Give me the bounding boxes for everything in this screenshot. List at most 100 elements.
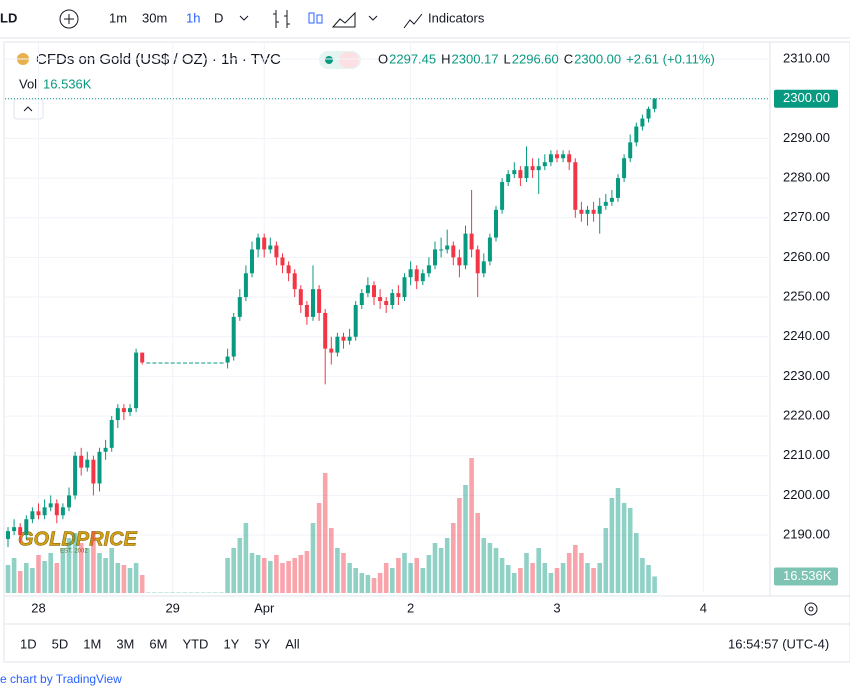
candle-body — [103, 447, 108, 452]
ohlc-prefix: L — [504, 51, 511, 66]
candle-body — [426, 265, 431, 274]
volume-bar — [72, 533, 78, 593]
volume-bar — [487, 543, 493, 593]
interval[interactable]: D — [214, 10, 223, 25]
volume-bar — [310, 523, 316, 593]
range-button[interactable]: 1D — [20, 636, 37, 651]
range-button[interactable]: 5Y — [254, 636, 270, 651]
range-button[interactable]: YTD — [182, 636, 208, 651]
candle-body — [195, 362, 200, 364]
volume-bar — [402, 553, 407, 593]
candle-body — [268, 245, 273, 250]
volume-bar — [646, 565, 651, 593]
candle-body — [652, 98, 657, 109]
candle-body — [201, 362, 206, 364]
symbol[interactable]: LD — [0, 10, 17, 25]
footer-link[interactable]: e chart by TradingView — [0, 672, 122, 686]
volume-bar — [390, 568, 395, 593]
volume-bar — [207, 592, 212, 593]
y-tick-label: 2310.00 — [783, 50, 830, 65]
settings-icon[interactable] — [804, 602, 818, 616]
chart-type-dropdown[interactable] — [368, 15, 378, 21]
candle-body — [304, 305, 309, 317]
candle-body — [561, 154, 566, 159]
candle-body — [433, 249, 437, 266]
candle-body — [91, 459, 96, 484]
range-button[interactable]: 1M — [83, 636, 101, 651]
ohlc-value: 2300.00 — [574, 51, 621, 66]
ohlc-value: 2297.45 — [389, 51, 436, 66]
candle-body — [18, 527, 23, 536]
candle-body — [79, 455, 84, 468]
candle-body — [530, 166, 535, 171]
add-symbol[interactable] — [59, 9, 79, 29]
volume-bar — [109, 548, 114, 593]
area-icon[interactable] — [331, 11, 356, 28]
volume-bar — [176, 592, 182, 593]
candle-body — [487, 237, 492, 262]
volume-bar — [249, 553, 255, 593]
y-tick-label: 2210.00 — [783, 447, 830, 462]
candle-body — [323, 312, 328, 349]
volume-bar — [115, 563, 121, 593]
candle-body — [396, 293, 401, 298]
range-button[interactable]: 3M — [116, 636, 134, 651]
candle-body — [140, 352, 145, 363]
candle-body — [536, 166, 541, 171]
candle-body — [213, 362, 218, 364]
y-tick-label: 2270.00 — [783, 209, 830, 224]
candle-body — [622, 158, 627, 179]
volume-bar — [566, 553, 572, 593]
candles-icon[interactable] — [308, 12, 315, 24]
volume-bar — [518, 568, 523, 593]
range-button[interactable]: All — [285, 636, 300, 651]
volume-bar — [304, 551, 310, 593]
candle-body — [402, 277, 407, 298]
volume-bar — [548, 573, 554, 593]
volume-bar — [603, 528, 609, 593]
candle-body — [152, 362, 157, 364]
volume-bar — [609, 498, 615, 593]
candle-body — [341, 336, 346, 341]
volume-bar — [316, 503, 322, 593]
volume-bar — [408, 563, 413, 593]
volume-bar — [5, 565, 11, 593]
candle-body — [365, 285, 370, 294]
volume-bar — [493, 548, 499, 593]
bars-icon[interactable] — [273, 10, 290, 28]
candle-body — [597, 205, 602, 214]
volume-bar — [585, 563, 590, 593]
range-button[interactable]: 1Y — [223, 636, 239, 651]
volume-bar — [554, 568, 560, 593]
candle-body — [353, 305, 358, 337]
range-button[interactable]: 6M — [149, 636, 167, 651]
indicators-icon — [403, 13, 423, 29]
candle-body — [555, 154, 559, 159]
interval-dropdown[interactable] — [239, 15, 249, 21]
interval[interactable]: 1m — [109, 10, 127, 25]
candle-body — [372, 285, 376, 298]
ohlc-prefix: O — [378, 51, 388, 66]
interval[interactable]: 1h — [186, 10, 200, 25]
y-tick-label: 2240.00 — [783, 328, 830, 343]
volume-bar — [499, 558, 505, 593]
interval[interactable]: 30m — [142, 10, 167, 25]
candle-body — [469, 233, 474, 250]
candle-body — [451, 245, 456, 258]
candle-body — [48, 503, 53, 508]
last-price-label: 2300.00 — [783, 90, 830, 105]
x-tick-label: Apr — [254, 600, 275, 615]
x-tick-label: 28 — [31, 600, 45, 615]
candle-body — [158, 362, 163, 364]
candle-body — [439, 249, 444, 251]
candle-body — [500, 182, 505, 210]
indicators-button[interactable]: Indicators — [428, 10, 485, 25]
candle-body — [231, 316, 236, 357]
volume-bar — [335, 548, 340, 593]
grid — [5, 42, 770, 593]
candle-body — [60, 507, 65, 516]
range-button[interactable]: 5D — [52, 636, 69, 651]
candle-body — [274, 245, 279, 258]
volume-bar — [139, 575, 145, 593]
candle-body — [189, 362, 193, 364]
